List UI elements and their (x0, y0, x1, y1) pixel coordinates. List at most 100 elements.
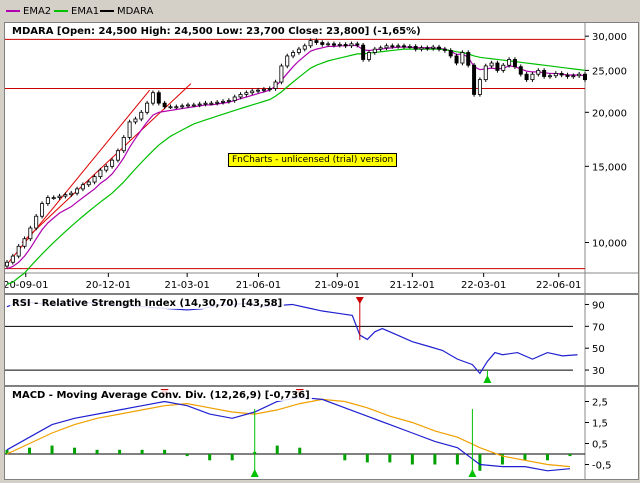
candle-body (384, 45, 389, 49)
candle-body (530, 73, 535, 81)
candle-body (419, 47, 424, 50)
legend-item-ema2[interactable]: EMA2 (6, 4, 51, 18)
macd-histogram-bar (455, 454, 459, 465)
rsi-panel[interactable]: 30 50 70 90 RSI - Relative Strength Index (… (4, 294, 639, 386)
candle-body (442, 48, 447, 51)
legend-swatch-ema2 (6, 10, 20, 12)
y-tick-label: 15,000 (592, 162, 627, 173)
candle-body (489, 62, 494, 67)
candle-body (69, 192, 74, 196)
price-panel-title: MDARA [Open: 24,500 High: 24,500 Low: 23… (10, 26, 423, 37)
macd-histogram-bar (433, 454, 437, 465)
candle-body (501, 64, 506, 71)
candle-body (512, 59, 517, 68)
candle-body (355, 43, 360, 46)
candle-body (559, 73, 564, 76)
rsi-line (6, 300, 578, 375)
x-tick-label: 20-12-01 (86, 280, 131, 291)
x-tick-label: 21-12-01 (390, 280, 435, 291)
trend-line (21, 83, 192, 243)
candle-body (466, 52, 471, 66)
candle-body (10, 255, 15, 263)
candle-body (565, 74, 570, 77)
candle-body (75, 188, 80, 194)
candle-body (495, 62, 500, 71)
candle-body (507, 59, 512, 66)
candle-body (343, 44, 348, 47)
macd-histogram-bar (50, 445, 54, 454)
candle-body (536, 70, 541, 75)
macd-histogram-bar (523, 454, 527, 461)
macd-histogram-bar (208, 454, 212, 461)
candle-body (34, 215, 39, 229)
candle-body (553, 73, 558, 77)
macd-panel[interactable]: 2,5 1,5 0,5 -0,5 MACD - Moving Average Conv… (4, 386, 639, 480)
macd-histogram-bar (478, 454, 482, 471)
candle-body (542, 70, 547, 77)
candle-body (302, 45, 307, 50)
y-tick-label: 20,000 (592, 108, 627, 119)
candle-body (267, 88, 272, 90)
macd-histogram-bar (73, 447, 77, 454)
candle-body (407, 46, 412, 48)
candle-body (238, 94, 243, 98)
macd-histogram-bar (568, 454, 572, 457)
candle-body (121, 136, 126, 152)
macd-histogram-bar (388, 454, 392, 463)
candle-body (162, 102, 167, 108)
candle-body (150, 92, 155, 104)
macd-histogram-bar (185, 454, 189, 457)
candle-body (524, 73, 529, 81)
candle-body (244, 92, 249, 95)
candle-body (402, 45, 406, 48)
candle-body (51, 197, 56, 199)
legend-bar: EMA2 EMA1 MDARA (0, 0, 640, 22)
candle-body (57, 195, 62, 198)
y-tick-label: 50 (592, 344, 605, 355)
candle-body (372, 48, 377, 53)
y-tick-label: 10,000 (592, 238, 627, 249)
candle-body (273, 81, 278, 89)
candle-body (571, 75, 576, 78)
buy-signal-marker (468, 469, 477, 477)
macd-histogram-bar (5, 449, 9, 454)
legend-item-ema1[interactable]: EMA1 (54, 4, 99, 18)
y-tick-label: 0,5 (592, 440, 608, 451)
candle-body (80, 184, 85, 190)
macd-panel-title: MACD - Moving Average Conv. Div. (12,26,… (10, 390, 312, 401)
candle-body (63, 194, 68, 197)
price-panel[interactable]: 10,000 15,000 20,000 25,000 30,000 20-09-01 20… (3, 22, 639, 294)
macd-histogram-bar (95, 449, 99, 454)
buy-signal-marker (250, 469, 259, 477)
candle-body (139, 111, 144, 120)
ema-line-ema1 (6, 48, 586, 285)
x-tick-label: 21-09-01 (315, 280, 360, 291)
candle-body (460, 52, 465, 64)
candle-body (115, 150, 120, 161)
candle-body (133, 118, 138, 123)
x-tick-label: 20-09-01 (5, 280, 48, 291)
y-tick-label: 30 (592, 366, 605, 377)
candle-body (261, 88, 266, 91)
candle-body (583, 73, 587, 81)
candle-body (145, 102, 150, 113)
legend-label-ema1: EMA1 (71, 5, 100, 17)
legend-label-mdara: MDARA (117, 5, 154, 17)
x-tick-label: 21-06-01 (236, 280, 281, 291)
candle-body (22, 238, 27, 247)
macd-histogram-bar (118, 449, 122, 454)
trial-watermark: FnCharts - unlicensed (trial) version (228, 153, 398, 167)
candle-body (104, 165, 109, 171)
candle-body (448, 50, 453, 57)
candle-body (156, 92, 161, 104)
macd-histogram-bar (343, 454, 347, 461)
candle-body (5, 261, 9, 267)
candle-body (28, 227, 33, 240)
candle-body (45, 197, 50, 205)
y-tick-label: -0,5 (592, 461, 612, 472)
legend-item-mdara[interactable]: MDARA (100, 4, 153, 18)
y-tick-label: 2,5 (592, 398, 608, 409)
legend-swatch-ema1 (54, 10, 68, 12)
candle-body (279, 65, 284, 83)
y-tick-label: 1,5 (592, 419, 608, 430)
